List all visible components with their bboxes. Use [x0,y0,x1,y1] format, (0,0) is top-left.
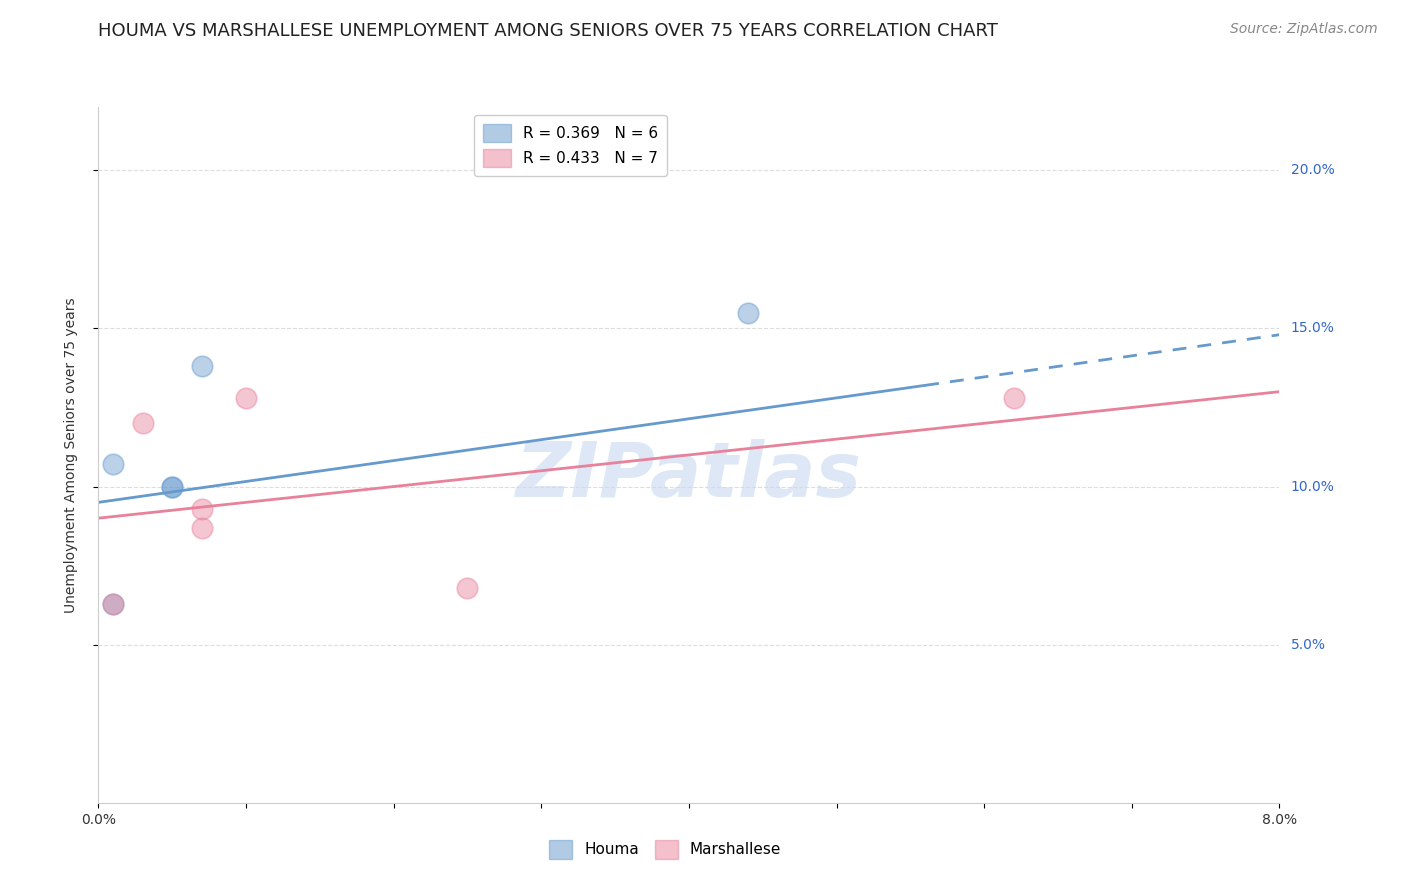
Text: ZIPatlas: ZIPatlas [516,439,862,513]
Point [737,305,759,319]
Text: 15.0%: 15.0% [1291,321,1334,335]
Point [162,479,183,493]
Legend: Houma, Marshallese: Houma, Marshallese [543,834,787,864]
Point [191,501,214,516]
Text: 20.0%: 20.0% [1291,163,1334,178]
Y-axis label: Unemployment Among Seniors over 75 years: Unemployment Among Seniors over 75 years [63,297,77,613]
Point [103,597,124,611]
Point [456,581,478,595]
Text: HOUMA VS MARSHALLESE UNEMPLOYMENT AMONG SENIORS OVER 75 YEARS CORRELATION CHART: HOUMA VS MARSHALLESE UNEMPLOYMENT AMONG … [98,22,998,40]
Point [191,359,214,374]
Text: 5.0%: 5.0% [1291,638,1326,652]
Point [235,391,257,405]
Text: Source: ZipAtlas.com: Source: ZipAtlas.com [1230,22,1378,37]
Point [103,597,124,611]
Text: 10.0%: 10.0% [1291,480,1334,493]
Point [103,458,124,472]
Point [162,479,183,493]
Point [1002,391,1025,405]
Point [132,417,155,431]
Point [191,521,214,535]
